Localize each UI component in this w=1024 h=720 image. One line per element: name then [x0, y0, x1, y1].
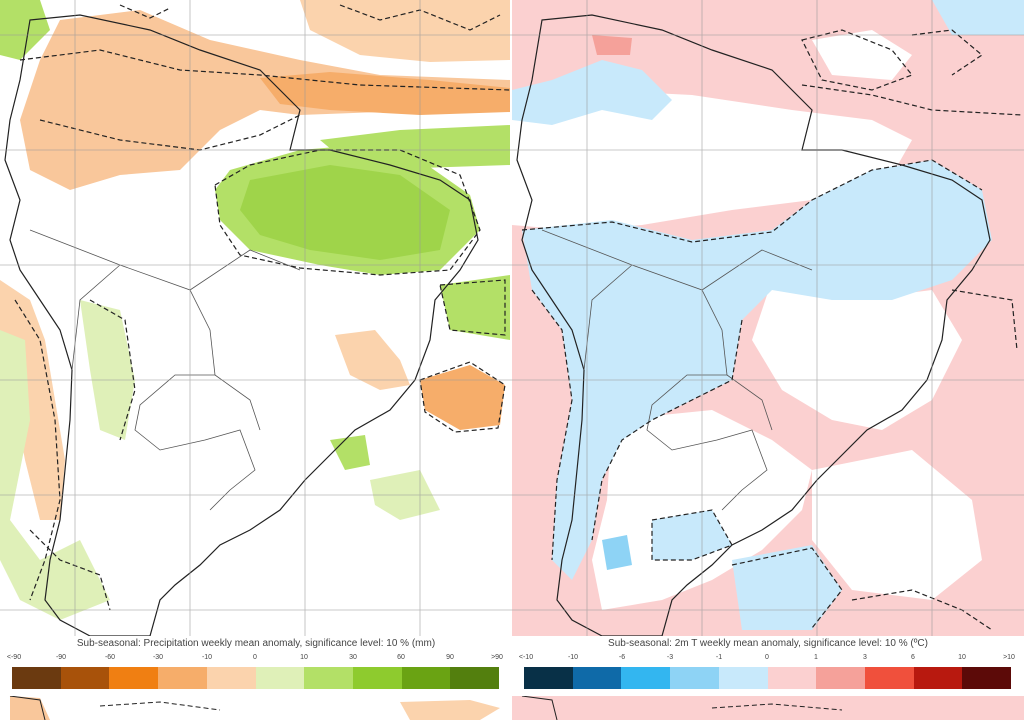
continent-outline: [516, 14, 991, 636]
neutral-area-north: [512, 90, 912, 230]
color-scale-cell: [816, 667, 866, 689]
temperature-anomaly-panel: Sub-seasonal: 2m T weekly mean anomaly, …: [512, 0, 1024, 720]
color-scale-cell: [401, 667, 451, 689]
legend-tick: 60: [397, 654, 405, 661]
legend-tick: <-10: [518, 654, 534, 661]
legend-tick: -10: [567, 654, 579, 661]
dry-anomaly-topright: [300, 0, 510, 62]
precipitation-anomaly-panel: Sub-seasonal: Precipitation weekly mean …: [0, 0, 512, 720]
color-scale-cell: [352, 667, 403, 689]
color-scale-cell: [60, 667, 110, 689]
graticule: [0, 0, 512, 636]
graticule: [512, 0, 1024, 636]
color-scale-cell: [962, 667, 1012, 689]
wet-anomaly-northeast-ocean: [440, 275, 510, 340]
precipitation-caption: Sub-seasonal: Precipitation weekly mean …: [76, 638, 436, 649]
legend-tick: -60: [104, 654, 116, 661]
color-scale-cell: [621, 667, 671, 689]
color-scale-cell: [524, 667, 574, 689]
dry-anomaly-band: [260, 72, 510, 115]
legend-tick: 0: [765, 654, 769, 661]
dry-anomaly-east: [420, 365, 505, 430]
continent-outline: [4, 14, 479, 636]
color-scale-cell: [718, 667, 768, 689]
temperature-color-scale: [524, 667, 1012, 689]
color-scale-cell: [304, 667, 354, 689]
cold-anomaly-south-core: [602, 535, 632, 570]
wet-anomaly-southwest: [0, 330, 110, 620]
legend-tick: 30: [349, 654, 357, 661]
wet-anomaly-topleft: [0, 0, 50, 60]
color-scale-cell: [670, 667, 720, 689]
legend-tick: 6: [911, 654, 915, 661]
precipitation-legend-ticks: <-90 -90 -60 -30 -10 0 10 30 60 90 >90: [0, 654, 512, 664]
dry-anomaly-north: [20, 10, 510, 190]
dry-anomaly-center: [335, 330, 410, 390]
color-scale-cell: [109, 667, 159, 689]
legend-tick: 10: [958, 654, 966, 661]
wet-anomaly-south: [330, 435, 370, 470]
wet-anomaly-equatorial: [320, 125, 510, 168]
temperature-caption: Sub-seasonal: 2m T weekly mean anomaly, …: [608, 638, 928, 649]
cold-anomaly-south-ocean: [732, 545, 842, 630]
color-scale-cell: [255, 667, 305, 689]
country-borders: [541, 229, 813, 511]
country-borders: [29, 229, 301, 511]
color-scale-cell: [206, 667, 256, 689]
precipitation-anomaly-map: [0, 0, 512, 636]
color-scale-cell: [12, 667, 62, 689]
color-scale-cell: [572, 667, 622, 689]
legend-tick: -1: [715, 654, 723, 661]
color-scale-cell: [450, 667, 500, 689]
cold-anomaly-northwest: [512, 60, 672, 125]
wet-anomaly-andes: [80, 300, 135, 440]
next-map-preview-strip: [512, 696, 1024, 720]
legend-tick: <-90: [6, 654, 22, 661]
legend-tick: 0: [253, 654, 257, 661]
wet-anomaly-amazon-core: [240, 165, 450, 260]
legend-tick: 1: [814, 654, 818, 661]
legend-tick: 90: [446, 654, 454, 661]
legend-tick: 10: [300, 654, 308, 661]
temperature-legend-ticks: <-10 -10 -6 -3 -1 0 1 3 6 10 >10: [512, 654, 1024, 664]
neutral-area-ocean: [812, 450, 982, 600]
legend-tick: -30: [152, 654, 164, 661]
legend-tick: -90: [55, 654, 67, 661]
color-scale-cell: [864, 667, 915, 689]
cold-anomaly-southeast: [652, 510, 732, 560]
neutral-area-topright: [812, 30, 912, 80]
next-map-preview-strip: [9, 696, 500, 720]
legend-tick: >90: [491, 654, 503, 661]
legend-tick: -10: [201, 654, 213, 661]
legend-tick: -6: [618, 654, 626, 661]
warm-anomaly-north-spot: [592, 35, 632, 55]
neutral-area-east: [752, 280, 962, 430]
legend-tick: -3: [666, 654, 674, 661]
legend-tick: >10: [1003, 654, 1015, 661]
cold-anomaly-topright: [932, 0, 1024, 35]
color-scale-cell: [913, 667, 963, 689]
color-scale-cell: [158, 667, 208, 689]
precipitation-color-scale: [12, 667, 500, 689]
temperature-anomaly-map: [512, 0, 1024, 636]
color-scale-cell: [767, 667, 817, 689]
legend-tick: 3: [863, 654, 867, 661]
